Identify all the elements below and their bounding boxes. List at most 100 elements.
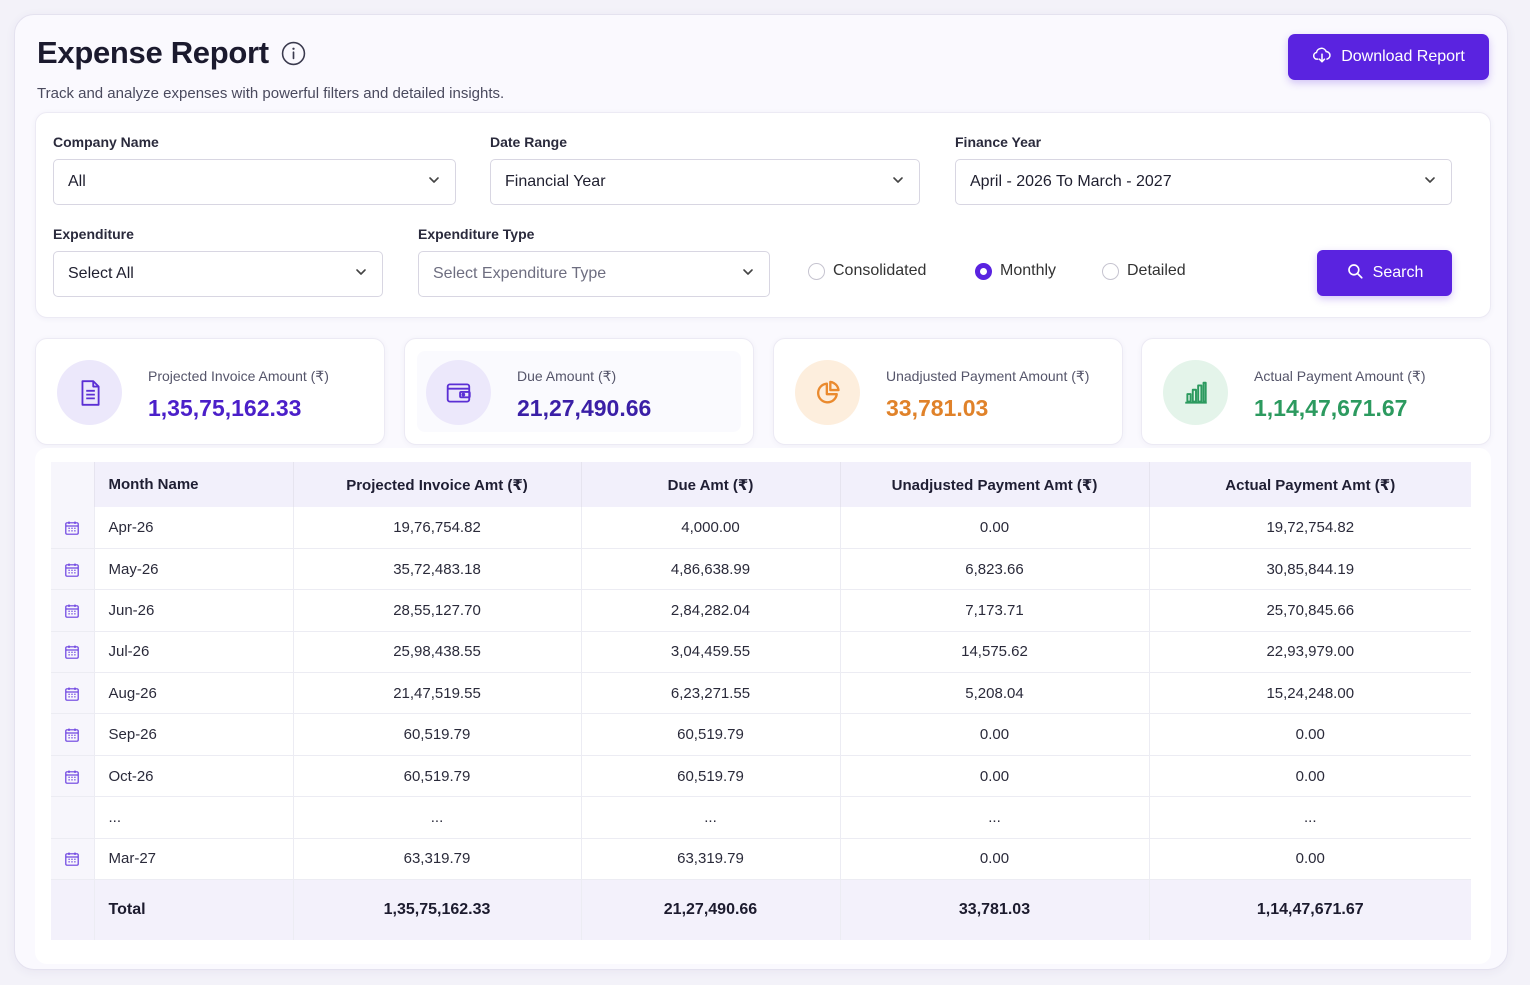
chevron-down-icon — [354, 265, 368, 284]
company-name-value: All — [68, 173, 86, 190]
total-label-cell: Total — [94, 879, 294, 940]
amount-cell: 4,000.00 — [581, 507, 841, 549]
table-row[interactable]: Aug-26 21,47,519.55 6,23,271.55 5,208.04 15,… — [51, 672, 1471, 715]
header-icon-cell — [51, 462, 95, 507]
expense-report-page: Expense Report Track and analyze expense… — [14, 14, 1508, 970]
finance-year-label: Finance Year — [955, 134, 1042, 150]
radio-consolidated[interactable]: Consolidated — [808, 262, 926, 280]
month-name-cell: Aug-26 — [94, 672, 294, 715]
radio-circle — [808, 262, 825, 280]
table-row[interactable]: Sep-26 60,519.79 60,519.79 0.00 0.00 — [51, 713, 1471, 756]
column-header[interactable]: Actual Payment Amt (₹) — [1149, 462, 1471, 507]
chevron-down-icon — [891, 173, 905, 192]
total-amount-cell: 1,14,47,671.67 — [1149, 879, 1471, 940]
amount-cell: 0.00 — [1149, 838, 1471, 881]
amount-cell: 3,04,459.55 — [581, 631, 841, 674]
cloud-download-icon — [1312, 45, 1332, 70]
total-amount-cell: 1,35,75,162.33 — [293, 879, 582, 940]
stat-card-unadjusted-payment: Unadjusted Payment Amount (₹) 33,781.03 — [773, 338, 1123, 445]
amount-cell: 60,519.79 — [293, 713, 582, 756]
calendar-icon — [64, 602, 80, 619]
table-row[interactable]: Mar-27 63,319.79 63,319.79 0.00 0.00 — [51, 838, 1471, 881]
row-icon-cell — [51, 631, 95, 674]
amount-cell: 25,70,845.66 — [1149, 589, 1471, 632]
table-header-row: Month Name Projected Invoice Amt (₹) Due… — [51, 462, 1471, 507]
month-name-cell: Sep-26 — [94, 713, 294, 756]
column-header[interactable]: Month Name — [94, 462, 294, 507]
amount-cell: 19,76,754.82 — [293, 507, 582, 549]
monthly-expense-table-card: Month Name Projected Invoice Amt (₹) Due… — [35, 448, 1491, 964]
month-name-cell: Jun-26 — [94, 589, 294, 632]
column-header[interactable]: Due Amt (₹) — [581, 462, 841, 507]
page-subtitle: Track and analyze expenses with powerful… — [37, 85, 505, 102]
column-header[interactable]: Unadjusted Payment Amt (₹) — [840, 462, 1150, 507]
document-icon — [57, 360, 122, 425]
column-header[interactable]: Projected Invoice Amt (₹) — [293, 462, 582, 507]
finance-year-select[interactable]: April - 2026 To March - 2027 — [955, 159, 1452, 205]
amount-cell: 6,823.66 — [840, 548, 1150, 591]
amount-cell: 0.00 — [840, 507, 1150, 549]
month-name-cell: May-26 — [94, 548, 294, 591]
company-name-select[interactable]: All — [53, 159, 456, 205]
calendar-icon — [64, 643, 80, 660]
amount-cell: 0.00 — [840, 838, 1150, 881]
row-icon-cell — [51, 838, 95, 881]
amount-cell: ... — [1149, 796, 1471, 839]
amount-cell: ... — [293, 796, 582, 839]
expenditure-select[interactable]: Select All — [53, 251, 383, 297]
expenditure-field: Expenditure Select All — [53, 226, 383, 297]
expenditure-type-label: Expenditure Type — [418, 226, 535, 242]
amount-cell: 60,519.79 — [581, 755, 841, 798]
company-name-field: Company Name All — [53, 134, 456, 205]
calendar-icon — [64, 850, 80, 867]
radio-consolidated-label: Consolidated — [833, 262, 927, 279]
search-button[interactable]: Search — [1317, 250, 1452, 296]
amount-cell: 60,519.79 — [293, 755, 582, 798]
radio-circle-selected — [975, 262, 992, 280]
stat-label: Actual Payment Amount (₹) — [1254, 368, 1426, 384]
stat-label: Unadjusted Payment Amount (₹) — [886, 368, 1090, 384]
amount-cell: 15,24,248.00 — [1149, 672, 1471, 715]
stat-value: 1,35,75,162.33 — [148, 395, 302, 421]
finance-year-value: April - 2026 To March - 2027 — [970, 173, 1172, 190]
wallet-icon — [426, 360, 491, 425]
date-range-value: Financial Year — [505, 173, 606, 190]
calendar-icon — [64, 726, 80, 743]
row-icon-cell — [51, 713, 95, 756]
amount-cell: 22,93,979.00 — [1149, 631, 1471, 674]
table-row[interactable]: Apr-26 19,76,754.82 4,000.00 0.00 19,72,754.… — [51, 507, 1471, 549]
stat-value: 1,14,47,671.67 — [1254, 395, 1408, 421]
chevron-down-icon — [427, 173, 441, 192]
amount-cell: 30,85,844.19 — [1149, 548, 1471, 591]
expenditure-label: Expenditure — [53, 226, 134, 242]
table-row[interactable]: ............... — [51, 796, 1471, 839]
amount-cell: 28,55,127.70 — [293, 589, 582, 632]
date-range-select[interactable]: Financial Year — [490, 159, 920, 205]
expenditure-type-placeholder: Select Expenditure Type — [433, 265, 607, 282]
filter-panel: Company Name All Date Range Financial Ye… — [35, 112, 1491, 318]
info-icon[interactable] — [281, 41, 306, 66]
expenditure-type-select[interactable]: Select Expenditure Type — [418, 251, 770, 297]
stat-card-due-amount: Due Amount (₹) 21,27,490.66 — [404, 338, 754, 445]
amount-cell: 14,575.62 — [840, 631, 1150, 674]
page-title: Expense Report — [37, 35, 269, 70]
radio-detailed-label: Detailed — [1127, 262, 1186, 279]
table-row[interactable]: Jul-26 25,98,438.55 3,04,459.55 14,575.62 22… — [51, 631, 1471, 674]
month-name-cell: Jul-26 — [94, 631, 294, 674]
radio-monthly[interactable]: Monthly — [975, 262, 1056, 280]
radio-detailed[interactable]: Detailed — [1102, 262, 1186, 280]
radio-monthly-label: Monthly — [1000, 262, 1057, 279]
amount-cell: 63,319.79 — [293, 838, 582, 881]
table-row[interactable]: May-26 35,72,483.18 4,86,638.99 6,823.66 30,… — [51, 548, 1471, 591]
table-row[interactable]: Oct-26 60,519.79 60,519.79 0.00 0.00 — [51, 755, 1471, 798]
stat-value: 33,781.03 — [886, 395, 989, 421]
amount-cell: 63,319.79 — [581, 838, 841, 881]
amount-cell: 2,84,282.04 — [581, 589, 841, 632]
download-report-button[interactable]: Download Report — [1288, 34, 1489, 80]
table-row[interactable]: Jun-26 28,55,127.70 2,84,282.04 7,173.71 25,… — [51, 589, 1471, 632]
monthly-expense-table: Month Name Projected Invoice Amt (₹) Due… — [51, 462, 1471, 940]
total-amount-cell: 33,781.03 — [840, 879, 1150, 940]
amount-cell: 7,173.71 — [840, 589, 1150, 632]
stat-value: 21,27,490.66 — [517, 395, 652, 421]
download-report-label: Download Report — [1341, 48, 1465, 65]
